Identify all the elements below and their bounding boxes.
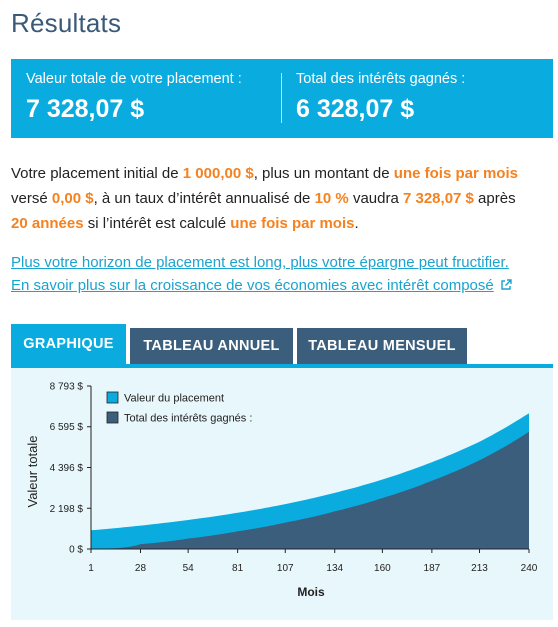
results-tabs: GRAPHIQUE TABLEAU ANNUEL TABLEAU MENSUEL [11, 324, 471, 364]
desc-text: . [354, 215, 359, 232]
x-tick-label-4: 107 [277, 563, 294, 574]
desc-text: vaudra [348, 190, 403, 207]
tab-tableau-mensuel[interactable]: TABLEAU MENSUEL [297, 328, 467, 364]
legend-label-1: Total des intérêts gagnés : [124, 413, 252, 425]
growth-chart: 0 $ 2 198 $ 4 396 $ 6 595 $ 8 793 $ 1 28 54 81 10… [25, 382, 538, 600]
result-description: Votre placement initial de 1 000,00 $, p… [11, 161, 551, 236]
interest-rate: 10 % [314, 190, 349, 207]
total-value-label: Valeur totale de votre placement : [26, 71, 242, 87]
x-tick-label-1: 28 [135, 563, 147, 574]
contribution-amount: 0,00 $ [51, 190, 94, 207]
compound-interest-link-text: En savoir plus sur la croissance de vos … [11, 277, 494, 294]
desc-text: , à un taux d’intérêt annualisé de [93, 190, 315, 207]
external-link-icon [500, 275, 512, 298]
legend-label-0: Valeur du placement [124, 393, 224, 405]
total-value-amount: 7 328,07 $ [26, 95, 145, 123]
desc-text: après [473, 190, 516, 207]
x-tick-label-9: 240 [521, 563, 538, 574]
initial-amount: 1 000,00 $ [182, 165, 254, 182]
total-interest-block: Total des intérêts gagnés : 6 328,07 $ [282, 59, 465, 138]
page-title: Résultats [11, 8, 122, 38]
x-axis-label: Mois [297, 585, 325, 599]
x-tick-label-8: 213 [471, 563, 488, 574]
tab-tableau-annuel[interactable]: TABLEAU ANNUEL [130, 328, 293, 364]
desc-text: Votre placement initial de [11, 165, 183, 182]
x-tick-label-5: 134 [326, 563, 343, 574]
total-value-block: Valeur totale de votre placement : 7 328… [11, 59, 282, 138]
legend-swatch-0 [106, 391, 119, 404]
y-tick-label-1: 2 198 $ [50, 504, 84, 515]
desc-text: , plus un montant de [253, 165, 394, 182]
y-tick-label-3: 6 595 $ [50, 422, 84, 433]
desc-text: versé [11, 190, 52, 207]
x-tick-label-7: 187 [424, 563, 441, 574]
investment-horizon-link[interactable]: Plus votre horizon de placement est long… [11, 254, 509, 271]
desc-text: si l’intérêt est calculé [83, 215, 231, 232]
y-tick-label-2: 4 396 $ [50, 463, 84, 474]
duration-years: 20 années [11, 215, 84, 232]
info-links: Plus votre horizon de placement est long… [11, 251, 556, 298]
tab-graphique[interactable]: GRAPHIQUE [11, 324, 126, 364]
series-area-1 [91, 431, 529, 549]
y-tick-label-4: 8 793 $ [50, 382, 84, 393]
compound-interest-link[interactable]: En savoir plus sur la croissance de vos … [11, 274, 556, 298]
compounding-frequency: une fois par mois [230, 215, 355, 232]
chart-panel: 0 $ 2 198 $ 4 396 $ 6 595 $ 8 793 $ 1 28 54 81 10… [11, 364, 553, 620]
x-tick-label-2: 54 [183, 563, 195, 574]
x-tick-label-3: 81 [232, 563, 244, 574]
legend-swatch-1 [106, 411, 119, 424]
x-tick-label-0: 1 [88, 563, 94, 574]
results-summary: Valeur totale de votre placement : 7 328… [11, 59, 553, 138]
contribution-frequency: une fois par mois [393, 165, 518, 182]
x-tick-label-6: 160 [374, 563, 391, 574]
y-axis-label: Valeur totale [25, 435, 40, 507]
y-tick-label-0: 0 $ [69, 545, 83, 556]
total-interest-amount: 6 328,07 $ [296, 95, 415, 123]
final-amount: 7 328,07 $ [402, 190, 474, 207]
total-interest-label: Total des intérêts gagnés : [296, 71, 466, 87]
